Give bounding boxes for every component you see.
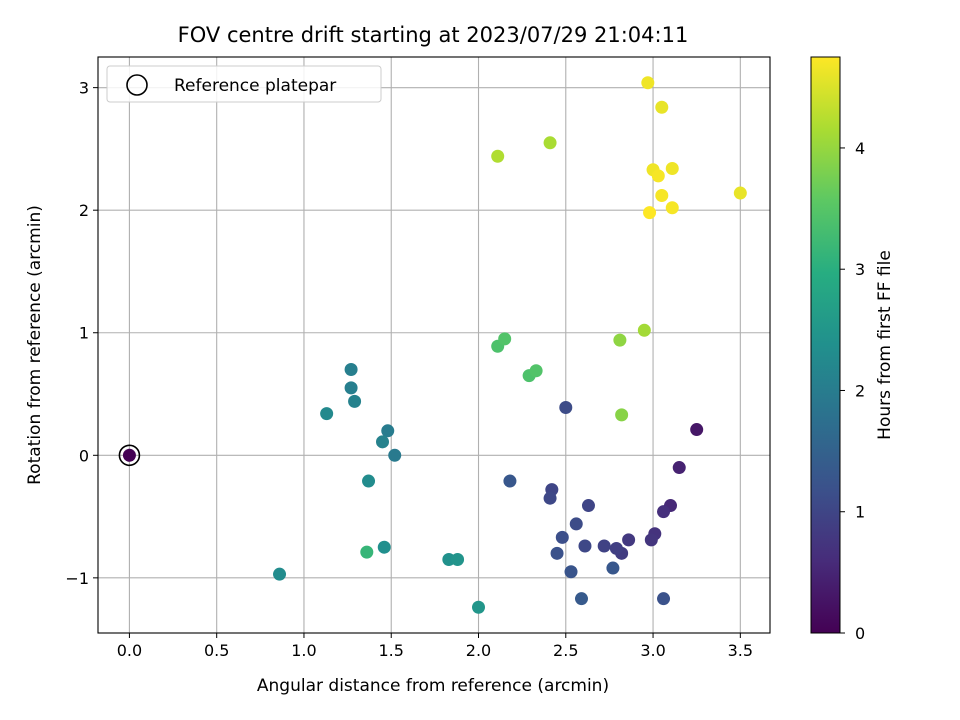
data-point-55	[733, 186, 747, 200]
data-point-43	[615, 408, 629, 422]
y-axis-label: Rotation from reference (arcmin)	[25, 205, 45, 485]
data-point-23	[657, 592, 671, 606]
x-tick-label-4: 2.0	[466, 641, 491, 660]
data-point-1	[690, 423, 704, 437]
data-point-27	[344, 363, 358, 377]
data-point-32	[273, 567, 287, 581]
data-point-33	[377, 540, 391, 554]
legend-label: Reference platepar	[174, 76, 336, 96]
data-point-35	[451, 552, 465, 566]
data-point-54	[643, 206, 657, 220]
colorbar: 0 1 2 3 4 Hours from first FF file	[810, 56, 895, 643]
data-points	[118, 76, 747, 614]
data-point-36	[472, 600, 486, 614]
y-axis-ticks: −1 0 1 2 3	[65, 79, 98, 588]
colorbar-tick-label-4: 4	[855, 139, 865, 158]
data-point-10	[597, 539, 611, 553]
y-tick-label-2: 1	[79, 324, 89, 343]
legend: Reference platepar	[106, 65, 382, 103]
data-point-30	[320, 407, 334, 421]
y-tick-label-3: 2	[79, 201, 89, 220]
data-point-51	[665, 162, 679, 176]
data-point-48	[655, 100, 669, 114]
colorbar-label: Hours from first FF file	[875, 250, 895, 440]
grid-lines	[98, 57, 770, 633]
data-point-25	[388, 448, 402, 462]
x-tick-label-1: 0.5	[204, 641, 229, 660]
data-point-22	[574, 592, 588, 606]
data-point-15	[550, 546, 564, 560]
x-tick-label-3: 1.5	[379, 641, 404, 660]
data-point-18	[559, 401, 573, 415]
plot-frame	[97, 56, 771, 634]
legend-box	[106, 65, 382, 103]
data-point-44	[637, 323, 651, 337]
colorbar-tick-label-2: 2	[855, 381, 865, 400]
data-point-41	[529, 364, 543, 378]
data-point-14	[555, 530, 569, 544]
y-tick-label-0: −1	[65, 569, 89, 588]
data-point-52	[655, 188, 669, 202]
colorbar-gradient	[811, 57, 840, 633]
data-point-39	[498, 332, 512, 346]
colorbar-tick-label-0: 0	[855, 624, 865, 643]
colorbar-frame	[810, 56, 841, 634]
x-axis-label: Angular distance from reference (arcmin)	[257, 676, 609, 696]
data-point-37	[360, 545, 374, 559]
data-point-45	[491, 149, 505, 163]
data-point-26	[376, 435, 390, 449]
x-tick-label-7: 3.5	[728, 641, 753, 660]
data-point-28	[344, 381, 358, 395]
x-tick-label-5: 2.5	[553, 641, 578, 660]
data-point-53	[665, 201, 679, 215]
data-point-19	[564, 565, 578, 579]
data-point-21	[503, 474, 517, 488]
data-point-17	[543, 491, 557, 505]
x-tick-label-2: 1.0	[291, 641, 316, 660]
x-tick-label-6: 3.0	[640, 641, 665, 660]
data-point-13	[569, 517, 583, 531]
data-point-2	[672, 461, 686, 475]
x-tick-label-0: 0.0	[117, 641, 142, 660]
data-point-9	[609, 541, 623, 555]
data-point-0	[122, 448, 136, 462]
data-point-42	[613, 333, 627, 347]
y-tick-label-4: 3	[79, 79, 89, 98]
colorbar-tick-label-1: 1	[855, 503, 865, 522]
data-point-20	[606, 561, 620, 575]
y-tick-label-1: 0	[79, 446, 89, 465]
data-point-50	[651, 169, 665, 183]
legend-reference-marker	[126, 74, 148, 96]
x-axis-ticks: 0.0 0.5 1.0 1.5 2.0 2.5 3.0 3.5	[117, 633, 753, 660]
data-point-6	[644, 533, 658, 547]
data-point-46	[543, 136, 557, 150]
data-point-29	[348, 394, 362, 408]
data-point-31	[362, 474, 376, 488]
data-point-7	[622, 533, 636, 547]
data-point-4	[657, 505, 671, 519]
chart-title: FOV centre drift starting at 2023/07/29 …	[178, 23, 689, 47]
data-point-24	[381, 424, 395, 438]
reference-point-marker	[118, 444, 141, 467]
data-point-11	[581, 499, 595, 513]
colorbar-tick-label-3: 3	[855, 260, 865, 279]
data-point-47	[641, 76, 655, 90]
colorbar-ticks: 0 1 2 3 4	[840, 139, 865, 643]
data-point-12	[578, 539, 592, 553]
